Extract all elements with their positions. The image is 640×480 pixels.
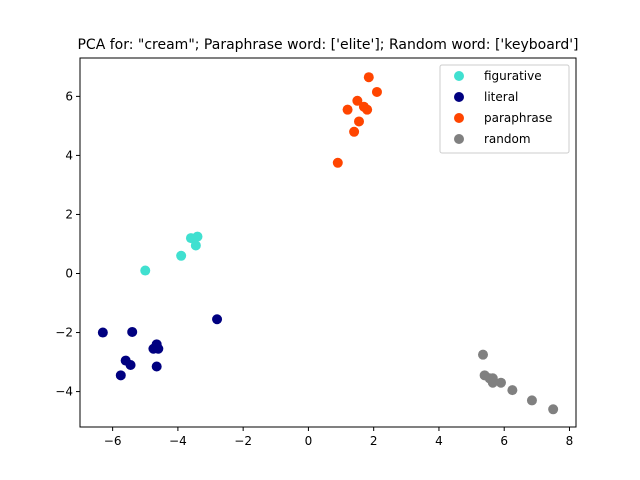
paraphrase-point (332, 157, 343, 168)
x-tick-label: 6 (500, 434, 508, 448)
literal-point (97, 327, 108, 338)
legend-marker-random (454, 134, 464, 144)
figurative-point (190, 240, 201, 251)
random-point (548, 404, 559, 415)
literal-point (212, 314, 223, 325)
y-tick-label: 0 (65, 266, 73, 280)
legend-label-paraphrase: paraphrase (484, 111, 552, 125)
paraphrase-point (352, 95, 363, 106)
legend-label-random: random (484, 132, 531, 146)
data-points (97, 72, 559, 415)
random-point (507, 385, 518, 396)
x-tick-label: 2 (370, 434, 378, 448)
literal-point (151, 361, 162, 372)
x-axis: −6 −4 −2 0 2 4 6 8 (104, 427, 574, 448)
random-point (495, 377, 506, 388)
paraphrase-point (363, 72, 374, 83)
figurative-point (192, 231, 203, 242)
literal-point (153, 343, 164, 354)
legend-marker-paraphrase (454, 113, 464, 123)
legend-box (439, 64, 570, 154)
y-axis: −4 −2 0 2 4 6 (55, 89, 80, 399)
legend-marker-figurative (454, 71, 464, 81)
paraphrase-point (342, 104, 353, 115)
y-tick-label: 4 (65, 148, 73, 162)
random-point (478, 349, 488, 360)
paraphrase-point (349, 126, 360, 137)
x-tick-label: −6 (104, 434, 122, 448)
literal-point (115, 370, 126, 381)
x-tick-label: −2 (234, 434, 252, 448)
legend-marker-literal (454, 92, 464, 102)
legend-label-literal: literal (484, 90, 518, 104)
literal-point (125, 360, 136, 371)
y-tick-label: −4 (55, 385, 73, 399)
x-tick-label: 0 (305, 434, 313, 448)
random-point (487, 377, 498, 388)
legend: figurative literal paraphrase random (439, 64, 570, 154)
plot-frame (79, 57, 577, 428)
x-tick-label: −4 (169, 434, 187, 448)
y-tick-label: −2 (55, 326, 73, 340)
legend-label-figurative: figurative (484, 69, 542, 83)
x-tick-label: 4 (435, 434, 443, 448)
random-point (526, 395, 537, 406)
figurative-point (176, 250, 187, 261)
paraphrase-point (354, 116, 364, 127)
y-tick-label: 6 (65, 89, 73, 103)
paraphrase-point (362, 104, 373, 115)
literal-point (127, 326, 138, 337)
figurative-point (140, 265, 151, 276)
x-tick-label: 8 (566, 434, 574, 448)
paraphrase-point (371, 86, 382, 97)
y-tick-label: 2 (65, 207, 73, 221)
chart-title: PCA for: "cream"; Paraphrase word: ['eli… (77, 37, 578, 53)
